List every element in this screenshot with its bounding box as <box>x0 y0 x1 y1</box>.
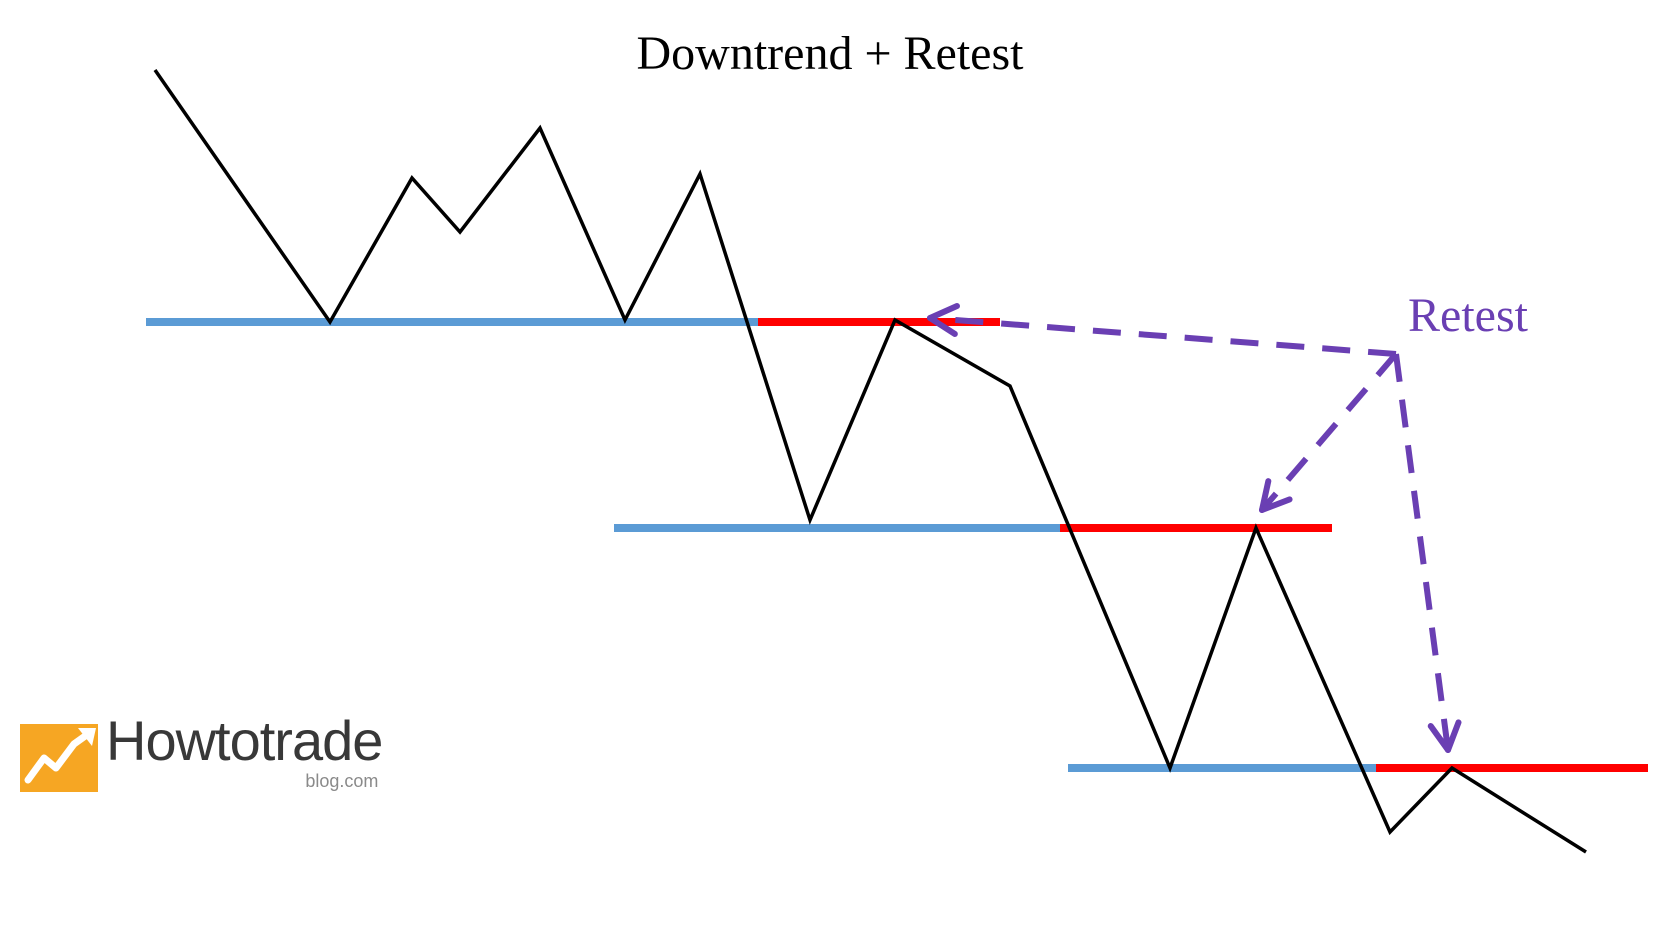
retest-arrow-shaft-3 <box>1396 354 1447 744</box>
retest-arrow-shaft-2 <box>1266 354 1396 505</box>
logo: Howtotrade blog.com <box>20 713 382 792</box>
retest-label-text: Retest <box>1408 289 1528 342</box>
retest-arrow-head-1-a <box>930 306 957 318</box>
diagram-canvas: Downtrend + Retest Retest Howtotrade blo… <box>0 0 1660 928</box>
retest-label: Retest <box>1408 288 1528 343</box>
logo-chart-icon <box>20 724 98 792</box>
logo-text: Howtotrade <box>106 713 382 769</box>
logo-text-wrap: Howtotrade blog.com <box>106 713 382 792</box>
retest-arrow-shaft-1 <box>936 318 1396 354</box>
logo-subtext: blog.com <box>305 771 378 792</box>
logo-icon <box>20 724 98 792</box>
retest-arrow-head-3-b <box>1448 722 1458 750</box>
